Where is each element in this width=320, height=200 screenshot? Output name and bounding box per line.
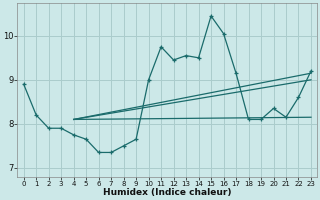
X-axis label: Humidex (Indice chaleur): Humidex (Indice chaleur) (103, 188, 232, 197)
